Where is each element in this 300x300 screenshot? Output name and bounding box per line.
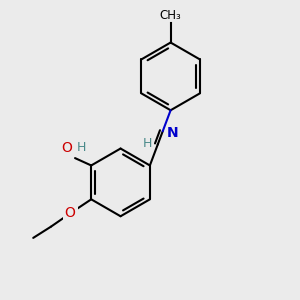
Text: N: N [166, 126, 178, 140]
Text: O: O [64, 206, 76, 220]
Text: O: O [61, 141, 72, 155]
Text: H: H [143, 136, 152, 149]
Text: CH₃: CH₃ [160, 9, 182, 22]
Text: H: H [76, 141, 86, 154]
